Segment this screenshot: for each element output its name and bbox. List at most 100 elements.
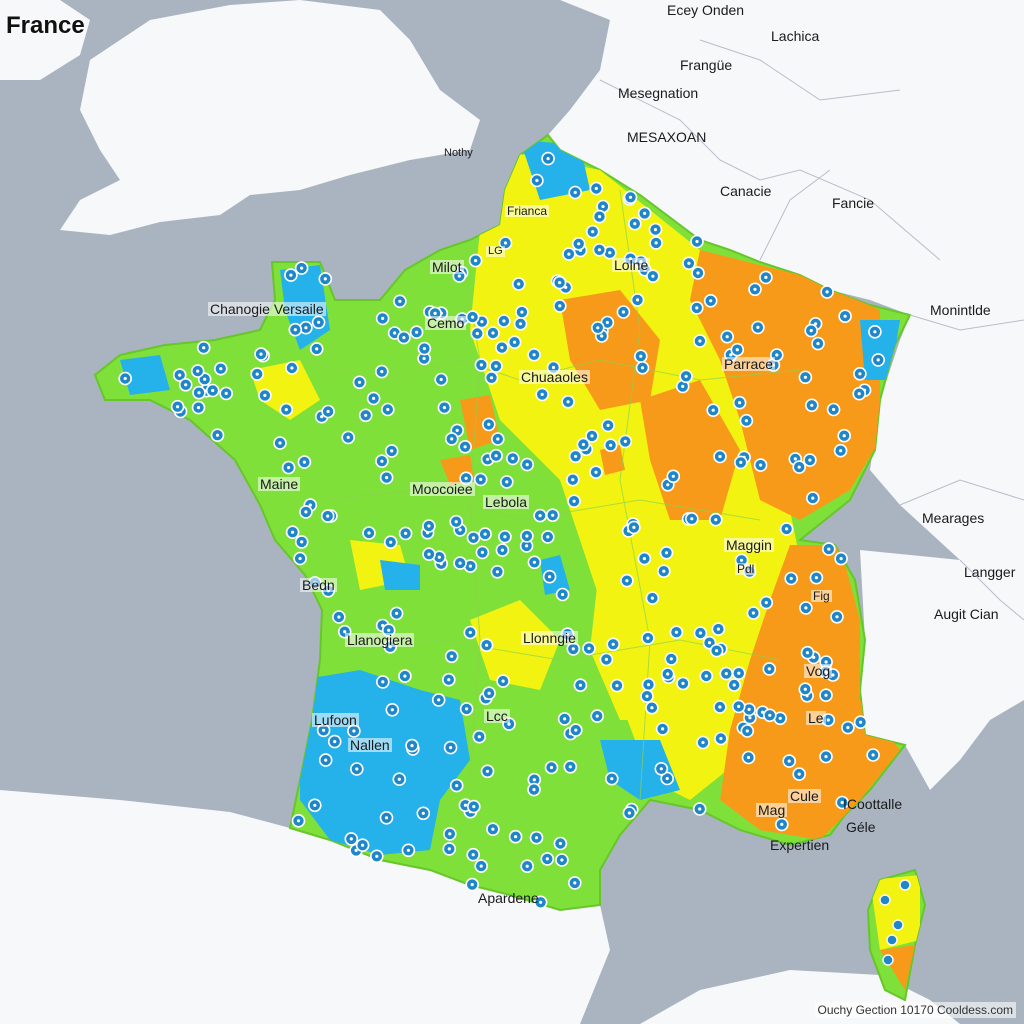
- station-marker-dot: [627, 811, 632, 815]
- station-marker-icon[interactable]: [899, 879, 911, 891]
- label-mesaxoan: MESAXOAN: [627, 129, 707, 145]
- station-marker-dot: [597, 248, 602, 252]
- station-marker-icon[interactable]: [886, 934, 898, 946]
- station-marker-dot: [561, 592, 565, 597]
- station-marker-dot: [671, 474, 675, 478]
- station-marker-dot: [439, 377, 443, 382]
- station-marker-dot: [789, 576, 793, 581]
- station-marker-dot: [494, 364, 498, 368]
- station-marker-icon[interactable]: [879, 894, 891, 906]
- station-marker-dot: [196, 406, 201, 410]
- label-cule: Cule: [788, 788, 821, 804]
- station-marker-dot: [587, 646, 591, 651]
- label-maine: Maine: [258, 476, 301, 492]
- station-marker-dot: [574, 728, 578, 732]
- station-marker-dot: [219, 367, 223, 371]
- map-attribution: Ouchy Gection 10170 Cooldess.com: [814, 1002, 1016, 1018]
- station-marker-dot: [764, 601, 768, 605]
- station-marker-dot: [471, 853, 475, 857]
- station-marker-dot: [357, 380, 362, 384]
- station-marker-dot: [633, 222, 637, 226]
- ireland-land: [0, 0, 90, 80]
- station-marker-dot: [704, 674, 708, 678]
- station-marker-dot: [611, 642, 615, 646]
- station-marker-dot: [824, 660, 828, 664]
- station-marker-dot: [698, 339, 702, 343]
- station-marker-dot: [470, 883, 474, 887]
- station-marker-dot: [178, 373, 182, 377]
- label-ecey-onden: Ecey Onden: [667, 2, 745, 18]
- station-marker-dot: [753, 287, 757, 291]
- station-marker-dot: [695, 306, 699, 310]
- station-marker-dot: [491, 331, 495, 335]
- station-marker-dot: [293, 328, 297, 332]
- station-marker-dot: [687, 261, 691, 265]
- label-vog: Vog: [804, 663, 833, 679]
- station-marker-dot: [215, 433, 220, 437]
- station-marker-dot: [625, 579, 629, 583]
- station-marker-dot: [385, 476, 389, 480]
- station-marker-dot: [609, 443, 613, 447]
- station-marker-dot: [485, 769, 490, 773]
- station-marker-dot: [525, 463, 529, 467]
- station-marker-dot: [455, 428, 459, 432]
- station-marker-dot: [824, 693, 828, 697]
- station-marker-dot: [326, 409, 330, 414]
- station-marker-icon[interactable]: [892, 919, 904, 931]
- station-marker-dot: [184, 383, 188, 387]
- station-marker-dot: [397, 777, 401, 781]
- station-marker-dot: [646, 636, 650, 640]
- station-marker-dot: [737, 671, 741, 675]
- station-marker-dot: [324, 758, 328, 762]
- great-britain-land: [60, 0, 480, 235]
- station-marker-dot: [284, 408, 288, 412]
- station-marker-dot: [684, 374, 688, 378]
- station-marker-dot: [354, 848, 358, 853]
- station-marker-dot: [532, 353, 536, 357]
- station-marker-dot: [287, 466, 291, 470]
- station-marker-dot: [433, 311, 437, 315]
- station-marker-dot: [403, 674, 407, 678]
- station-marker-dot: [323, 277, 327, 281]
- station-marker-dot: [406, 848, 410, 852]
- station-marker-dot: [346, 435, 350, 439]
- station-marker-dot: [549, 765, 554, 770]
- station-marker-dot: [681, 681, 685, 686]
- station-marker-dot: [485, 643, 489, 647]
- station-marker-dot: [289, 273, 293, 277]
- label-mag: Mag: [756, 802, 788, 818]
- station-marker-dot: [803, 687, 807, 691]
- station-marker-dot: [489, 376, 494, 380]
- station-marker-dot: [355, 767, 359, 771]
- station-marker-dot: [608, 251, 612, 255]
- station-marker-dot: [422, 347, 426, 351]
- station-marker-dot: [513, 340, 517, 344]
- station-marker-dot: [858, 372, 862, 376]
- station-marker-dot: [640, 366, 645, 370]
- station-marker-dot: [826, 718, 830, 722]
- station-marker-icon[interactable]: [882, 954, 894, 966]
- station-marker-dot: [464, 476, 468, 480]
- station-marker-dot: [381, 680, 385, 684]
- label-pdl: Pdl: [735, 562, 757, 576]
- station-marker-dot: [455, 784, 459, 788]
- station-markers: [118, 151, 911, 966]
- station-marker-dot: [123, 376, 127, 381]
- station-marker-dot: [745, 729, 749, 733]
- station-marker-dot: [548, 575, 552, 579]
- station-marker-dot: [211, 388, 215, 393]
- station-marker-dot: [486, 457, 490, 461]
- station-marker-dot: [594, 186, 598, 191]
- station-marker-dot: [591, 230, 595, 234]
- label-mearages: Mearages: [922, 510, 985, 526]
- station-marker-dot: [532, 778, 536, 782]
- station-marker-dot: [545, 857, 549, 861]
- station-marker-dot: [313, 803, 317, 807]
- station-marker-dot: [808, 458, 812, 462]
- station-marker-dot: [846, 726, 850, 730]
- station-marker-dot: [558, 304, 562, 308]
- station-marker-dot: [389, 540, 393, 544]
- station-marker-dot: [507, 722, 511, 726]
- station-marker-dot: [480, 320, 484, 324]
